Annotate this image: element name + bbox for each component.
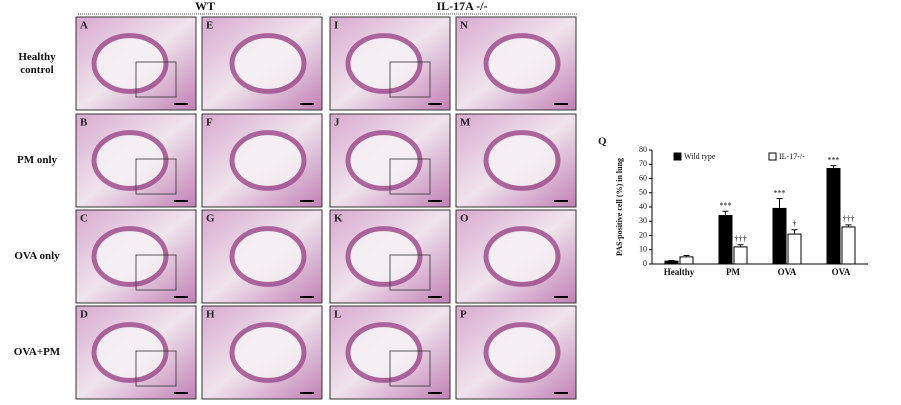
panel-letter: G: [206, 213, 215, 225]
error-bar: [791, 229, 798, 235]
panel-letter: L: [334, 309, 341, 321]
airway: [91, 226, 169, 287]
x-tick-label: Healthy: [664, 267, 695, 277]
inset-box: [135, 61, 177, 98]
panel-grid: Healthy control A E I N PM only B F J M OVA only C G K…: [14, 16, 577, 400]
significance-marker: †††: [735, 235, 747, 244]
bar: [826, 168, 841, 265]
panel-letter: O: [460, 213, 469, 225]
legend-swatch: [673, 152, 682, 161]
y-tick-label: 30: [639, 216, 647, 225]
bar: [718, 215, 733, 265]
airway: [345, 226, 423, 287]
panel-letter: H: [206, 309, 215, 321]
airway: [91, 130, 169, 191]
panel-letter: F: [206, 117, 213, 129]
error-bar: [683, 254, 690, 257]
airway: [229, 130, 307, 191]
inset-box: [135, 350, 177, 387]
y-axis-label: PAS-positive cell (%) in lung: [615, 158, 624, 256]
bar: [733, 246, 748, 265]
y-tick-label: 80: [639, 145, 647, 154]
inset-box: [389, 158, 431, 195]
panel-letter: Q: [598, 136, 607, 148]
y-tick-label: 40: [639, 202, 647, 211]
error-bar: [830, 165, 837, 169]
x-tick-label: OVA: [832, 267, 851, 277]
airway: [345, 322, 423, 383]
bar: [679, 256, 694, 265]
legend-label: Wild type: [684, 152, 716, 161]
panel-letter: J: [334, 117, 340, 129]
significance-marker: ***: [774, 188, 786, 197]
error-bar: [845, 224, 852, 227]
row-label: PM only: [17, 154, 58, 166]
row-label: Healthy control: [18, 50, 56, 75]
airway: [229, 226, 307, 287]
panel-letter: A: [80, 20, 88, 32]
panel-letter: B: [80, 117, 88, 129]
inset-box: [389, 61, 431, 98]
panel-letter: K: [334, 213, 343, 225]
panel-letter: C: [80, 213, 88, 225]
significance-marker: ***: [720, 201, 732, 210]
group-header: IL-17A -/-: [437, 0, 488, 13]
bar: [772, 207, 787, 265]
y-tick-label: 0: [643, 259, 647, 268]
panel-letter: N: [460, 20, 468, 32]
legend-label: IL-17-/-: [779, 152, 805, 161]
y-tick-label: 10: [639, 245, 647, 254]
bar: [841, 226, 856, 265]
inset-box: [135, 254, 177, 291]
airway: [483, 226, 561, 287]
y-tick-label: 60: [639, 173, 647, 182]
airway: [91, 322, 169, 383]
row-label: OVA+PM: [14, 346, 61, 358]
airway: [483, 322, 561, 383]
panel-letter: E: [206, 20, 213, 32]
panel-letter: P: [460, 309, 467, 321]
error-bar: [722, 210, 729, 216]
error-bar: [737, 244, 744, 247]
inset-box: [389, 254, 431, 291]
panel-letter: D: [80, 309, 88, 321]
panel-letter: I: [334, 20, 338, 32]
airway: [345, 33, 423, 94]
error-bar: [668, 259, 675, 262]
significance-marker: †††: [843, 215, 855, 224]
y-tick-label: 20: [639, 230, 647, 239]
legend-swatch: [768, 152, 777, 161]
bar: [664, 260, 679, 265]
airway: [91, 33, 169, 94]
bar: [787, 233, 802, 265]
y-tick-label: 50: [639, 188, 647, 197]
panel-letter: M: [460, 117, 471, 129]
airway: [483, 33, 561, 94]
airway: [229, 322, 307, 383]
x-tick-label: PM: [726, 267, 740, 277]
error-bar: [776, 197, 783, 209]
y-tick-label: 70: [639, 159, 647, 168]
significance-marker: †: [793, 220, 797, 229]
airway: [345, 130, 423, 191]
row-label-line: Healthy: [18, 50, 56, 62]
group-header: WT: [195, 0, 215, 13]
inset-box: [389, 350, 431, 387]
row-label: OVA only: [14, 250, 60, 262]
inset-box: [135, 158, 177, 195]
row-label-line: control: [20, 64, 53, 76]
significance-marker: ***: [828, 156, 840, 165]
airway: [483, 130, 561, 191]
x-tick-label: OVA: [778, 267, 797, 277]
bar-chart: Q PAS-positive cell (%) in lung 0 10 20 30 40 5…: [598, 136, 868, 277]
airway: [229, 33, 307, 94]
